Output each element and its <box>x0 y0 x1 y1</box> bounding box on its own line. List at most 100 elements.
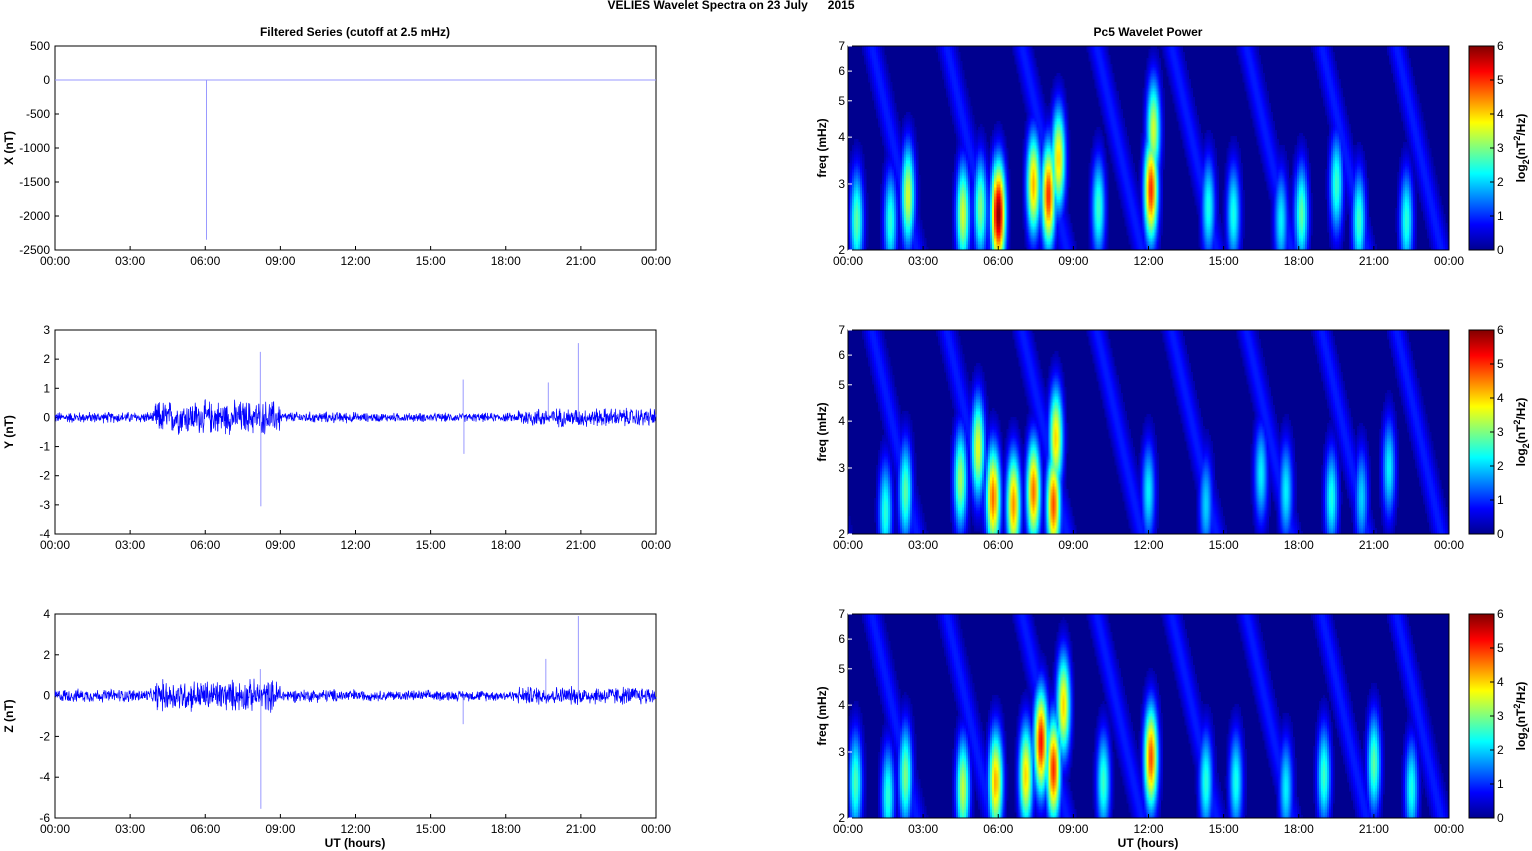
heatmap-cell <box>1034 139 1037 143</box>
heatmap-cell <box>882 46 885 50</box>
heatmap-cell <box>950 82 953 86</box>
heatmap-cell <box>914 229 917 233</box>
heatmap-cell <box>896 205 899 209</box>
heatmap-cell <box>998 133 1001 137</box>
heatmap-cell <box>1104 127 1107 131</box>
heatmap-cell <box>1034 247 1037 251</box>
heatmap-cell <box>1030 70 1033 74</box>
heatmap-cell <box>1100 139 1103 143</box>
heatmap-cell <box>1054 109 1057 113</box>
x-tick-label: 06:00 <box>190 822 220 836</box>
heatmap-cell <box>1052 208 1055 212</box>
heatmap-cell <box>1090 247 1093 251</box>
heatmap-cell <box>1056 130 1059 134</box>
heatmap-cell <box>1096 247 1099 251</box>
heatmap-cell <box>958 163 961 167</box>
heatmap-cell <box>902 178 905 182</box>
heatmap-cell <box>994 232 997 236</box>
heatmap-cell <box>1024 193 1027 197</box>
heatmap-cell <box>896 130 899 134</box>
heatmap-cell <box>916 199 919 203</box>
heatmap-cell <box>980 157 983 161</box>
heatmap-cell <box>1028 175 1031 179</box>
heatmap-cell <box>980 124 983 128</box>
heatmap-cell <box>896 121 899 125</box>
heatmap-cell <box>998 181 1001 185</box>
heatmap-cell <box>874 85 877 89</box>
heatmap-cell <box>1090 196 1093 200</box>
heatmap-cell <box>1038 238 1041 242</box>
heatmap-cell <box>900 148 903 152</box>
heatmap-cell <box>1092 184 1095 188</box>
heatmap-cell <box>1052 136 1055 140</box>
heatmap-cell <box>990 241 993 245</box>
heatmap-cell <box>952 64 955 68</box>
heatmap-cell <box>1066 154 1069 158</box>
heatmap-cell <box>980 202 983 206</box>
heatmap-cell <box>892 184 895 188</box>
x-tick-label: 03:00 <box>115 254 145 268</box>
heatmap-cell <box>888 181 891 185</box>
heatmap-cell <box>1024 97 1027 101</box>
heatmap-cell <box>994 238 997 242</box>
heatmap-cell <box>958 232 961 236</box>
heatmap-cell <box>1108 76 1111 80</box>
heatmap-cell <box>974 205 977 209</box>
heatmap-cell <box>1096 133 1099 137</box>
heatmap-cell <box>984 208 987 212</box>
heatmap-cell <box>956 178 959 182</box>
heatmap-cell <box>1030 151 1033 155</box>
heatmap-cell <box>950 112 953 116</box>
heatmap-cell <box>884 214 887 218</box>
heatmap-cell <box>966 169 969 173</box>
heatmap-cell <box>1004 145 1007 149</box>
heatmap-cell <box>1090 157 1093 161</box>
heatmap-cell <box>992 166 995 170</box>
heatmap-cell <box>1018 79 1021 83</box>
heatmap-cell <box>992 226 995 230</box>
heatmap-cell <box>922 232 925 236</box>
heatmap-cell <box>904 145 907 149</box>
heatmap-cell <box>852 232 855 236</box>
heatmap-cell <box>1054 247 1057 251</box>
heatmap-cell <box>1056 148 1059 152</box>
heatmap-cell <box>898 163 901 167</box>
heatmap-cell <box>946 55 949 59</box>
heatmap-cell <box>1054 136 1057 140</box>
heatmap-cell <box>1020 88 1023 92</box>
heatmap-cell <box>1016 55 1019 59</box>
heatmap-cell <box>952 217 955 221</box>
heatmap-cell <box>948 67 951 71</box>
heatmap-cell <box>1022 172 1025 176</box>
heatmap-cell <box>894 226 897 230</box>
heatmap-cell <box>1048 154 1051 158</box>
heatmap-cell <box>1032 115 1035 119</box>
heatmap-cell <box>946 88 949 92</box>
heatmap-cell <box>974 124 977 128</box>
heatmap-cell <box>904 241 907 245</box>
heatmap-cell <box>944 79 947 83</box>
heatmap-cell <box>1102 46 1105 50</box>
heatmap-cell <box>1024 139 1027 143</box>
heatmap-cell <box>1002 166 1005 170</box>
heatmap-cell <box>1008 202 1011 206</box>
heatmap-cell <box>864 217 867 221</box>
heatmap-cell <box>902 205 905 209</box>
heatmap-cell <box>898 241 901 245</box>
heatmap-cell <box>988 148 991 152</box>
heatmap-cell <box>998 196 1001 200</box>
heatmap-cell <box>1056 91 1059 95</box>
heatmap-cell <box>1008 196 1011 200</box>
heatmap-cell <box>966 178 969 182</box>
heatmap-cell <box>1006 238 1009 242</box>
heatmap-cell <box>954 166 957 170</box>
heatmap-cell <box>870 88 873 92</box>
heatmap-cell <box>1038 76 1041 80</box>
heatmap-cell <box>956 232 959 236</box>
heatmap-cell <box>1100 142 1103 146</box>
heatmap-cell <box>888 238 891 242</box>
heatmap-cell <box>962 241 965 245</box>
heatmap-cell <box>988 163 991 167</box>
heatmap-cell <box>1032 184 1035 188</box>
heatmap-cell <box>1092 244 1095 248</box>
